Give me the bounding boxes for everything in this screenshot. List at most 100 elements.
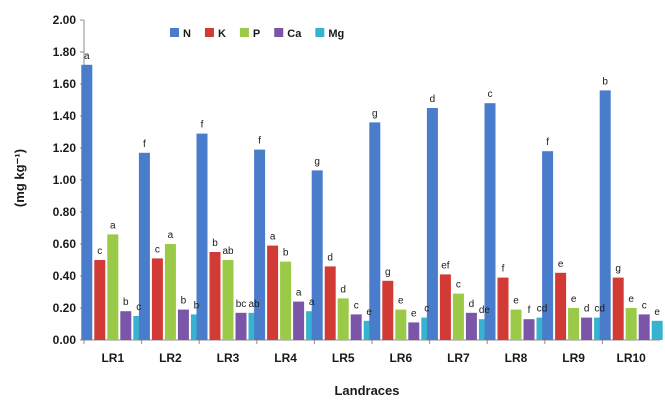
bar-p-lr9 xyxy=(568,308,580,340)
significance-label: b xyxy=(181,296,187,307)
significance-label: e xyxy=(366,307,372,318)
bar-p-lr2 xyxy=(164,244,176,340)
bar-mg-lr8 xyxy=(536,317,548,340)
significance-label: ab xyxy=(248,299,260,310)
bar-ca-lr8 xyxy=(523,319,535,340)
significance-label: d xyxy=(327,252,333,263)
bar-k-lr10 xyxy=(612,277,624,340)
legend: N K P Ca Mg xyxy=(170,28,344,40)
bar-ca-lr9 xyxy=(581,317,593,340)
bar-p-lr5 xyxy=(337,298,349,340)
bar-mg-lr6 xyxy=(421,317,433,340)
y-tick-label: 0.60 xyxy=(53,237,77,251)
significance-label: g xyxy=(385,267,391,278)
bar-mg-lr10 xyxy=(651,320,663,340)
significance-label: c xyxy=(456,280,461,291)
bar-n-lr3 xyxy=(196,133,208,340)
significance-label: b xyxy=(123,297,129,308)
x-category-label: LR2 xyxy=(159,351,182,365)
y-tick-label: 1.60 xyxy=(53,77,77,91)
significance-label: e xyxy=(398,296,404,307)
bar-k-lr4 xyxy=(267,245,279,340)
bar-mg-lr5 xyxy=(363,320,375,340)
significance-label: c xyxy=(354,300,359,311)
x-category-label: LR5 xyxy=(332,351,355,365)
legend-label-k: K xyxy=(218,28,226,40)
bar-n-lr10 xyxy=(599,90,611,341)
significance-label: b xyxy=(602,76,608,87)
bar-n-lr7 xyxy=(426,108,438,340)
bar-p-lr4 xyxy=(280,261,292,340)
bar-n-lr9 xyxy=(542,151,554,340)
y-axis-title: (mg kg⁻¹) xyxy=(12,149,27,207)
x-category-label: LR6 xyxy=(389,351,412,365)
significance-label: c xyxy=(424,304,429,315)
bar-ca-lr7 xyxy=(465,312,477,340)
bar-mg-lr2 xyxy=(190,314,202,340)
x-category-label: LR1 xyxy=(101,351,124,365)
bar-ca-lr3 xyxy=(235,312,247,340)
significance-label: f xyxy=(546,137,549,148)
significance-label: f xyxy=(201,120,204,131)
significance-label: d xyxy=(584,304,590,315)
bar-k-lr2 xyxy=(151,258,163,340)
x-category-label: LR9 xyxy=(562,351,585,365)
significance-label: d xyxy=(469,299,475,310)
y-tick-label: 1.20 xyxy=(53,141,77,155)
bar-n-lr4 xyxy=(254,149,266,340)
significance-label: c xyxy=(488,89,493,100)
bar-k-lr7 xyxy=(439,274,451,340)
bar-k-lr3 xyxy=(209,252,221,340)
y-tick-label: 0.00 xyxy=(53,333,77,347)
bar-ca-lr5 xyxy=(350,314,362,340)
bar-p-lr8 xyxy=(510,309,522,340)
axes: 0.00 0.20 0.40 0.60 0.80 1.00 1.20 1.40 1.60 1.80… xyxy=(53,13,660,365)
legend-swatch-n xyxy=(170,28,179,37)
bar-k-lr9 xyxy=(555,272,567,340)
significance-label: bc xyxy=(236,299,247,310)
bar-p-lr1 xyxy=(107,234,119,340)
x-axis-title: Landraces xyxy=(334,383,399,398)
significance-label: e xyxy=(513,296,519,307)
bar-k-lr5 xyxy=(324,266,336,340)
y-tick-label: 1.40 xyxy=(53,109,77,123)
bar-k-lr8 xyxy=(497,277,509,340)
bar-mg-lr3 xyxy=(248,312,260,340)
bar-mg-lr7 xyxy=(478,319,490,340)
bar-mg-lr4 xyxy=(306,311,318,340)
significance-label: a xyxy=(296,288,302,299)
significance-label: f xyxy=(258,136,261,147)
bar-p-lr3 xyxy=(222,260,234,340)
x-category-label: LR3 xyxy=(217,351,240,365)
x-category-label: LR8 xyxy=(505,351,528,365)
significance-label: b xyxy=(283,248,289,259)
significance-label: de xyxy=(479,305,491,316)
significance-label: g xyxy=(372,108,378,119)
significance-label: f xyxy=(528,305,531,316)
significance-label: f xyxy=(502,264,505,275)
significance-label: ab xyxy=(222,246,234,257)
y-tick-label: 0.20 xyxy=(53,301,77,315)
significance-label: d xyxy=(340,284,346,295)
bar-n-lr1 xyxy=(81,64,93,341)
significance-label: c xyxy=(97,246,102,257)
bar-ca-lr1 xyxy=(120,311,132,340)
bar-k-lr6 xyxy=(382,280,394,340)
significance-label: a xyxy=(110,220,116,231)
significance-label: a xyxy=(168,230,174,241)
significance-label: b xyxy=(212,238,218,249)
y-tick-label: 0.80 xyxy=(53,205,77,219)
y-tick-label: 1.00 xyxy=(53,173,77,187)
bar-n-lr8 xyxy=(484,103,496,340)
significance-label: d xyxy=(430,94,436,105)
x-category-label: LR10 xyxy=(617,351,647,365)
significance-label: a xyxy=(270,232,276,243)
bar-ca-lr10 xyxy=(638,314,650,340)
significance-label: ef xyxy=(441,260,450,271)
significance-label: g xyxy=(615,264,621,275)
significance-label: a xyxy=(309,297,315,308)
significance-label: e xyxy=(571,294,577,305)
significance-label: c xyxy=(642,300,647,311)
